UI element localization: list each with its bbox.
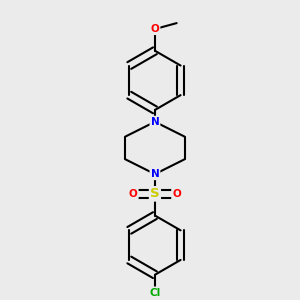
Text: N: N [151,117,159,127]
Text: O: O [129,189,138,199]
Text: Cl: Cl [149,287,161,298]
Text: N: N [151,169,159,179]
Text: S: S [150,187,160,200]
Text: O: O [151,24,159,34]
Text: O: O [172,189,181,199]
